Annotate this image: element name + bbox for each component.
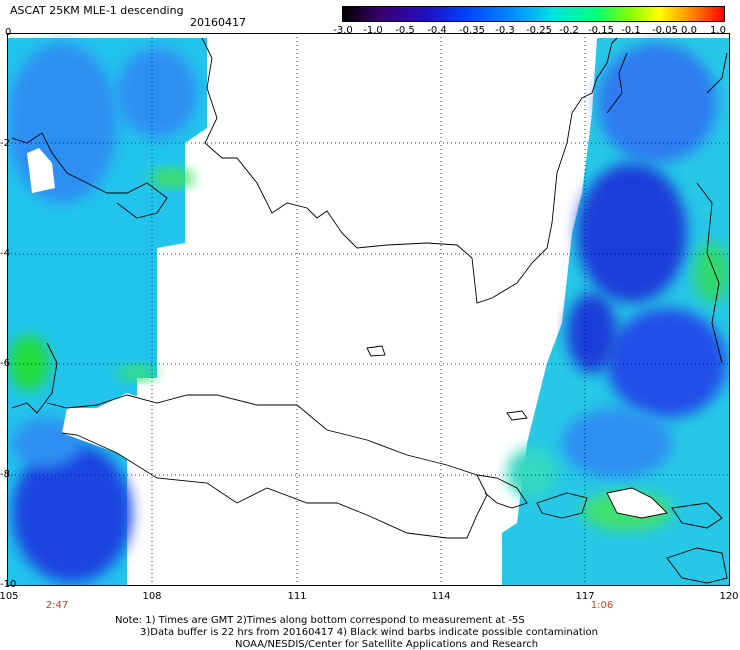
colorbar-tick: -0.15: [588, 25, 614, 36]
lat-label: -8: [0, 469, 10, 480]
lat-label: 0: [5, 27, 12, 38]
product-date: 20160417: [190, 16, 246, 29]
lat-label: -6: [0, 358, 10, 369]
note-line-3: NOAA/NESDIS/Center for Satellite Applica…: [235, 639, 539, 650]
colorbar-tick: 1.0: [710, 25, 726, 36]
scatterometer-swath-east: [502, 38, 730, 586]
lat-label: -4: [0, 248, 10, 259]
colorbar-tick: -0.1: [621, 25, 641, 36]
colorbar-tick: -0.5: [395, 25, 415, 36]
colorbar-tick: -0.05: [652, 25, 678, 36]
lon-label: 120: [719, 591, 739, 602]
pass-time-east: 1:06: [590, 600, 614, 611]
colorbar-tick: 0.0: [681, 25, 697, 36]
colorbar-tick: -0.3: [495, 25, 515, 36]
product-title: ASCAT 25KM MLE-1 descending: [10, 4, 184, 17]
colorbar-tick: -0.35: [459, 25, 485, 36]
colorbar-tick: -3.0: [333, 25, 353, 36]
land-mask: [27, 148, 667, 538]
colorbar-tick: -0.4: [427, 25, 447, 36]
lon-label: 105: [0, 591, 19, 602]
graticule: [7, 33, 730, 586]
note-line-2: 3)Data buffer is 22 hrs from 20160417 4)…: [140, 627, 598, 638]
coastlines: [11, 37, 728, 584]
note-line-1: Note: 1) Times are GMT 2)Times along bot…: [115, 615, 525, 626]
colorbar-tick: -1.0: [363, 25, 383, 36]
pass-time-west: 2:47: [45, 600, 69, 611]
colorbar-tick: -0.25: [526, 25, 552, 36]
colorbar-tick: -0.2: [559, 25, 579, 36]
lat-label: -10: [0, 579, 17, 590]
lat-label: -2: [0, 138, 10, 149]
lon-label: 111: [287, 591, 307, 602]
lon-label: 108: [142, 591, 162, 602]
colorbar: [342, 6, 725, 22]
lon-label: 114: [431, 591, 451, 602]
lon-label: 117: [575, 591, 595, 602]
map-panel: [7, 33, 730, 586]
